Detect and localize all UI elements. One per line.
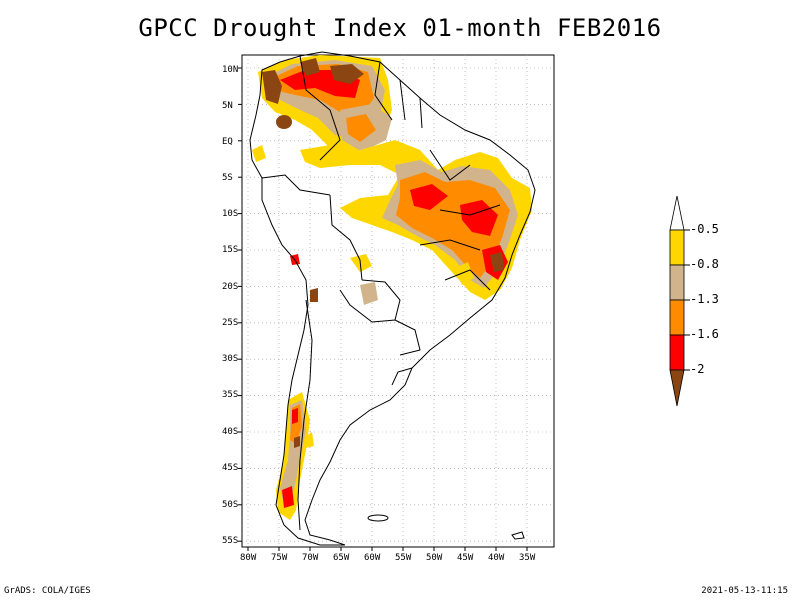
colorbar-label: -0.5 [690, 222, 719, 236]
lon-label: 80W [240, 553, 257, 563]
lat-label: 10S [222, 209, 238, 219]
latitude-labels: 10N 5N EQ 5S 10S 15S 20S 25S 30S 35S 40S… [222, 65, 238, 546]
lon-label: 45W [457, 553, 474, 563]
lat-label: 40S [222, 427, 238, 437]
color-bar [669, 195, 690, 407]
lon-label: 65W [333, 553, 350, 563]
lat-label: 35S [222, 390, 238, 400]
lat-label: 30S [222, 354, 238, 364]
colorbar-segment [669, 264, 685, 301]
shade-red-chile-1 [292, 408, 298, 424]
longitude-labels: 80W 75W 70W 65W 60W 55W 50W 45W 40W 35W [240, 553, 536, 563]
lon-label: 35W [519, 553, 536, 563]
border-colombia-venezuela [299, 55, 341, 161]
lat-label: 50S [222, 500, 238, 510]
footer-credit: GrADS: COLA/IGES [4, 586, 91, 596]
colorbar-label: -0.8 [690, 257, 719, 271]
shade-brown-north-2 [330, 64, 364, 84]
lat-label: EQ [222, 137, 233, 147]
coastlines [249, 51, 536, 546]
colorbar-segment [669, 299, 685, 336]
border-venezuela-guyana [374, 61, 393, 121]
colorbar-label: -1.6 [690, 327, 719, 341]
border-chile-argentina [297, 299, 313, 531]
shade-tan-central [360, 282, 378, 305]
footer-timestamp: 2021-05-13-11:15 [701, 586, 788, 596]
shade-orange-guyana [346, 114, 376, 142]
shade-yellow-argentina [306, 432, 314, 448]
shade-brown-bolivia [310, 288, 318, 302]
lat-label: 5S [222, 173, 233, 183]
shade-brown-chile [294, 436, 300, 448]
border-paraguay [394, 319, 421, 356]
lon-label: 60W [364, 553, 381, 563]
lat-label: 5N [222, 101, 233, 111]
border-ecuador-peru [261, 174, 331, 196]
shade-yellow-ecuador [252, 145, 266, 162]
lon-label: 50W [426, 553, 443, 563]
shade-yellow-pantanal [455, 262, 474, 285]
lon-label: 70W [302, 553, 319, 563]
south-georgia [511, 531, 525, 540]
lon-label: 55W [395, 553, 412, 563]
colorbar-bottom-arrow [669, 369, 685, 407]
colorbar-label: -1.3 [690, 292, 719, 306]
shade-red-amazon [410, 184, 448, 210]
map-title: GPCC Drought Index 01-month FEB2016 [138, 14, 662, 42]
border-guianas [399, 79, 423, 129]
shade-yellow-central [350, 254, 372, 272]
drought-shading [252, 55, 532, 520]
lat-label: 55S [222, 536, 238, 546]
colorbar-segment [669, 334, 685, 371]
lon-label: 75W [271, 553, 288, 563]
shade-brown-north-3 [300, 58, 320, 76]
lat-label: 10N [222, 65, 238, 75]
shade-brown-bahia [490, 252, 504, 272]
shade-brown-north-4 [276, 115, 292, 129]
lat-label: 20S [222, 282, 238, 292]
south-america-outline [249, 51, 536, 546]
lat-label: 25S [222, 318, 238, 328]
lat-label: 45S [222, 463, 238, 473]
colorbar-label: -2 [690, 362, 705, 376]
map-frame [241, 54, 555, 548]
border-brazil-states [419, 149, 501, 291]
colorbar-top-arrow [669, 195, 685, 231]
border-peru-brazil [329, 194, 363, 281]
shade-red-chile-2 [282, 486, 294, 508]
colorbar-segment [669, 229, 685, 266]
lat-label: 15S [222, 245, 238, 255]
lon-label: 40W [488, 553, 505, 563]
shade-brown-north-1 [262, 70, 282, 104]
border-uruguay [391, 367, 413, 386]
falkland-islands [367, 514, 389, 522]
